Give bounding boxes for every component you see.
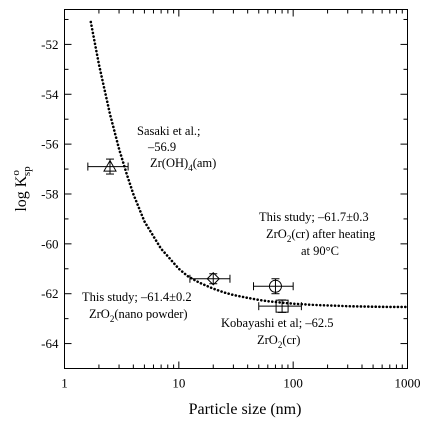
y-tick-label: -52 (41, 37, 58, 52)
curve-layer (89, 20, 409, 309)
square-marker (275, 299, 289, 313)
annotation-heated-line2: ZrO2(cr) after heating (266, 227, 376, 244)
y-axis-title: log Kosp (10, 166, 33, 212)
ticks-layer: 1 10 100 1000 -52 -54 -56 -58 -60 -62 -64 (41, 9, 421, 391)
x-axis-title: Particle size (nm) (189, 401, 302, 418)
annotation-sasaki-line3: Zr(OH)4(am) (150, 156, 216, 173)
y-tick-label: -56 (41, 137, 59, 152)
annotation-kobayashi: Kobayashi et al; –62.5 ZrO2(cr) (221, 316, 333, 350)
annotation-nano-line1: This study; –61.4±0.2 (82, 290, 192, 304)
annotation-sasaki-line2: –56.9 (147, 140, 176, 154)
data-point-triangle (87, 158, 129, 175)
annotation-heated-line1: This study; –61.7±0.3 (259, 210, 369, 224)
annotation-nano-line2: ZrO2(nano powder) (89, 307, 188, 324)
plot-frame (64, 9, 408, 369)
x-tick-label: 1 (61, 376, 68, 391)
data-point-square (258, 299, 302, 313)
triangle-marker (103, 159, 117, 172)
annotation-heated-line3: at 90°C (301, 244, 339, 258)
annotation-sasaki: Sasaki et al.; –56.9 Zr(OH)4(am) (137, 124, 216, 173)
x-tick-label: 10 (172, 376, 185, 391)
y-axis-title-sup: o (10, 170, 22, 176)
annotation-kobayashi-line2: ZrO2(cr) (257, 333, 300, 350)
y-axis-title-main: log K (13, 175, 30, 211)
x-tick-label: 1000 (395, 376, 421, 391)
points-layer (87, 158, 302, 313)
data-point-diamond (189, 272, 231, 286)
x-tick-label: 100 (283, 376, 303, 391)
y-tick-label: -54 (41, 87, 59, 102)
circle-marker (268, 279, 282, 293)
y-axis-title-sub: sp (21, 166, 33, 176)
annotation-sasaki-line1: Sasaki et al.; (137, 124, 201, 138)
y-tick-label: -58 (41, 186, 58, 201)
data-point-circle (253, 278, 294, 295)
y-tick-label: -64 (41, 336, 59, 351)
annotation-this-study-heated: This study; –61.7±0.3 ZrO2(cr) after hea… (259, 210, 376, 258)
diamond-marker (206, 272, 220, 286)
y-tick-label: -60 (41, 236, 58, 251)
y-tick-label: -62 (41, 286, 58, 301)
fit-curve (89, 20, 409, 309)
annotation-this-study-nano: This study; –61.4±0.2 ZrO2(nano powder) (82, 290, 192, 324)
annotation-kobayashi-line1: Kobayashi et al; –62.5 (221, 316, 333, 330)
